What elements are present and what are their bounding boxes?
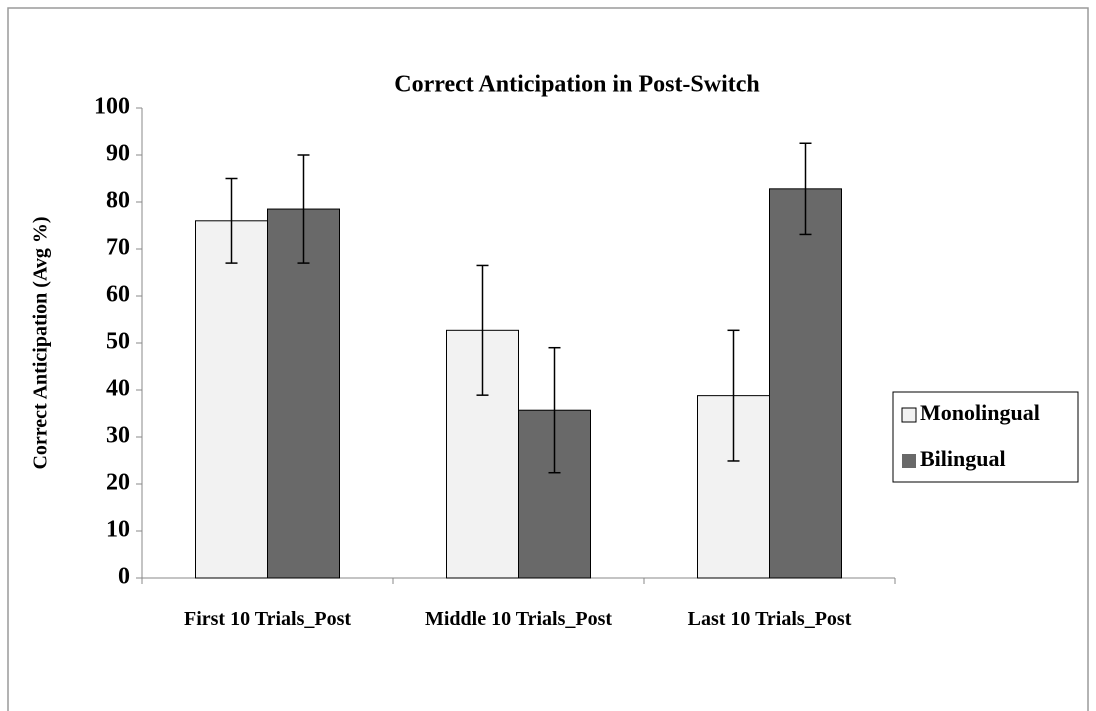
error-bar [799,142,812,236]
legend-swatch [902,454,916,468]
y-tick-label: 90 [106,141,130,167]
chart-frame [7,7,1089,711]
legend-swatch [901,407,917,423]
y-tick-label: 0 [118,564,130,590]
y-tick-label: 40 [106,376,130,402]
y-tick-label: 20 [106,470,130,496]
error-bar [225,177,238,264]
legend-label: Bilingual [920,446,1006,471]
bar [195,220,268,579]
y-tick-label: 50 [106,329,130,355]
x-tick-label: First 10 Trials_Post [183,608,352,630]
bar [769,188,842,579]
error-bar [297,154,310,264]
error-bar [476,264,489,396]
y-tick-label: 70 [106,235,130,261]
x-tick-label: Middle 10 Trials_Post [424,608,613,630]
y-axis-label: Correct Anticipation (Avg %) [30,216,52,469]
y-tick-label: 10 [106,517,130,543]
error-bar [727,329,740,462]
legend-box [892,391,1079,483]
legend-label: Monolingual [920,400,1040,425]
y-tick-label: 80 [106,188,130,214]
chart-title: Correct Anticipation in Post-Switch [394,72,760,98]
y-tick-label: 60 [106,282,130,308]
bar [267,208,340,579]
y-tick-label: 100 [94,94,130,120]
y-tick-label: 30 [106,423,130,449]
x-tick-label: Last 10 Trials_Post [687,608,852,630]
error-bar [548,346,561,474]
